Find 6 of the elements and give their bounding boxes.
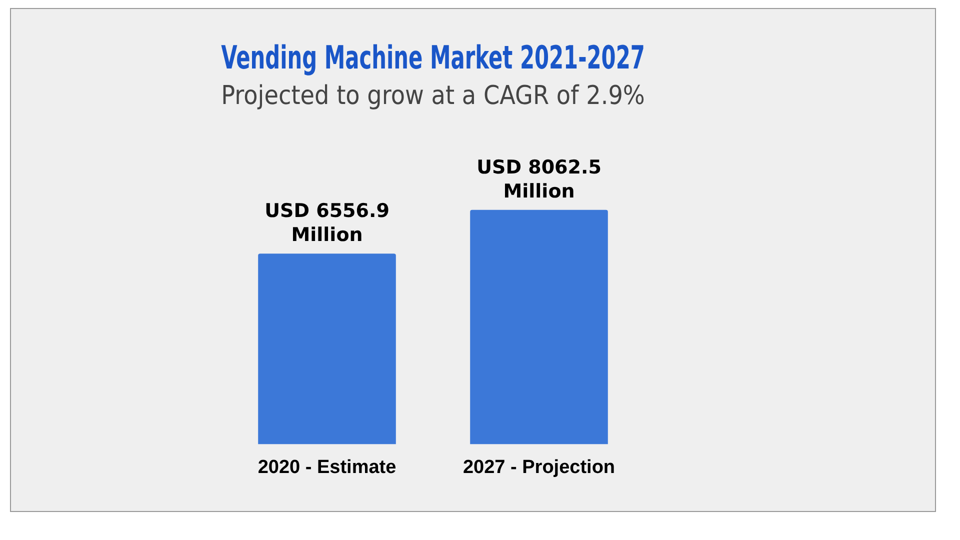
x-tick-label: 2020 - Estimate	[258, 456, 396, 478]
data-label: USD 6556.9 Million	[264, 200, 390, 246]
data-label: USD 8062.5 Million	[476, 156, 602, 202]
x-tick-label: 2027 - Projection	[462, 456, 616, 478]
chart-subtitle: Projected to grow at a CAGR of 2.9%	[221, 79, 645, 110]
chart-title: Vending Machine Market 2021-2027	[221, 40, 645, 77]
